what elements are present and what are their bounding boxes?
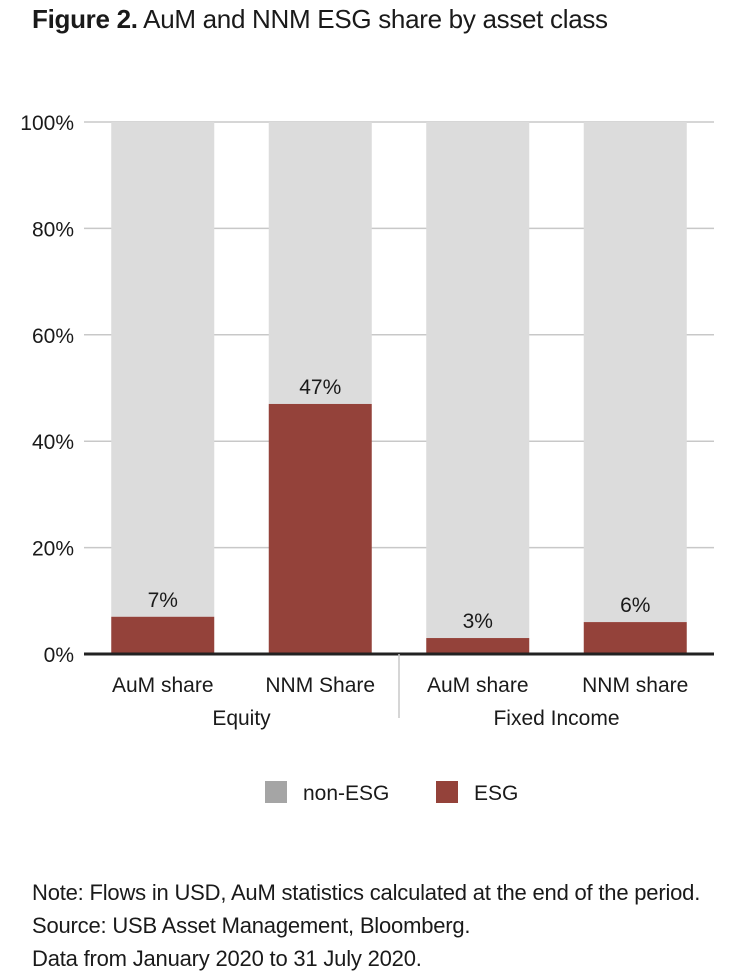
y-tick-label: 0% [44, 644, 74, 667]
date-range-line: Data from January 2020 to 31 July 2020. [32, 946, 422, 971]
y-tick-label: 60% [32, 325, 74, 348]
bar-non-esg [268, 122, 372, 404]
bar-non-esg [111, 122, 215, 617]
note-line: Note: Flows in USD, AuM statistics calcu… [32, 880, 701, 905]
x-tick-label: AuM share [427, 674, 529, 697]
group-label: Equity [212, 707, 271, 730]
stacked-bar-chart: 0% 20% 40% 60% 80% 100% 7% AuM share 47% NNM Shar… [20, 112, 714, 805]
x-tick-label: NNM Share [265, 674, 375, 697]
x-tick-label: AuM share [112, 674, 214, 697]
bar-non-esg [583, 122, 687, 623]
bar-esg [426, 638, 530, 654]
group-label: Fixed Income [493, 707, 619, 730]
chart-notes: Note: Flows in USD, AuM statistics calcu… [32, 876, 700, 975]
bar-esg [268, 403, 372, 654]
y-tick-label: 40% [32, 431, 74, 454]
y-tick-label: 20% [32, 538, 74, 561]
legend-label: non-ESG [303, 782, 389, 805]
y-tick-label: 100% [20, 112, 74, 135]
legend-swatch-esg [436, 781, 458, 803]
bar-esg [111, 616, 215, 654]
data-label: 6% [620, 594, 650, 617]
data-label: 47% [299, 376, 341, 399]
y-tick-label: 80% [32, 218, 74, 241]
figure-title-text: AuM and NNM ESG share by asset class [143, 4, 608, 34]
chart-title: Figure 2. AuM and NNM ESG share by asset… [32, 4, 608, 35]
data-label: 7% [148, 589, 178, 612]
source-line: Source: USB Asset Management, Bloomberg. [32, 913, 471, 938]
legend-swatch-non-esg [265, 781, 287, 803]
x-tick-label: NNM share [582, 674, 688, 697]
bar-non-esg [426, 122, 530, 639]
legend-label: ESG [474, 782, 518, 805]
bar-esg [583, 622, 687, 654]
figure-number: Figure 2. [32, 4, 138, 34]
data-label: 3% [463, 610, 493, 633]
